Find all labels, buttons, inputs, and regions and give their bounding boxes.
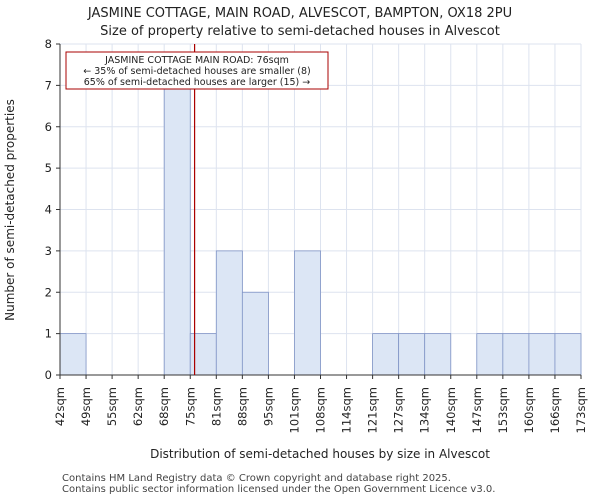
plot-area: 0 1 2 3 4 5 6 7 8 42sqm 49sqm 55sqm 62sqm 68sqm 75sqm 8… [45, 37, 588, 433]
footer-attribution: Contains HM Land Registry data © Crown c… [62, 473, 495, 495]
x-tick-label: 147sqm [470, 387, 484, 433]
x-tick-label: 68sqm [157, 387, 171, 426]
chart-subtitle: Size of property relative to semi-detach… [100, 24, 500, 39]
x-tick-label: 153sqm [496, 387, 510, 433]
x-tick-label: 134sqm [418, 387, 432, 433]
histogram-bar [424, 333, 452, 376]
x-tick-label: 114sqm [340, 387, 354, 433]
x-tick-label: 121sqm [366, 387, 380, 433]
y-tick-label: 4 [45, 203, 52, 217]
histogram-bar [163, 84, 191, 376]
x-tick-label: 140sqm [444, 387, 458, 433]
histogram-bar [294, 250, 321, 376]
x-tick-label: 166sqm [548, 387, 562, 433]
y-tick-label: 7 [45, 78, 52, 92]
histogram-bar [215, 250, 243, 376]
annotation-box [65, 51, 329, 90]
histogram-bar [476, 333, 504, 376]
histogram-bar [372, 333, 400, 376]
x-tick-label: 101sqm [287, 387, 301, 433]
chart-title: JASMINE COTTAGE, MAIN ROAD, ALVESCOT, BA… [87, 6, 512, 21]
y-tick-label: 2 [45, 285, 52, 299]
histogram-bar [502, 333, 530, 376]
y-tick-label: 8 [45, 37, 52, 51]
y-tick-label: 3 [45, 244, 52, 258]
x-tick-label: 42sqm [53, 387, 67, 426]
y-tick-label: 5 [45, 161, 52, 175]
y-tick-label: 0 [45, 368, 52, 382]
x-tick-label: 75sqm [183, 387, 197, 426]
histogram-bar [554, 333, 582, 376]
annotation-line: JASMINE COTTAGE MAIN ROAD: 76sqm [104, 55, 289, 66]
x-tick-label: 127sqm [392, 387, 406, 433]
y-tick-label: 1 [45, 327, 52, 341]
annotation-line: ← 35% of semi-detached houses are smalle… [83, 66, 311, 77]
x-tick-label: 49sqm [79, 387, 93, 426]
x-tick-label: 88sqm [235, 387, 249, 426]
x-axis-label: Distribution of semi-detached houses by … [150, 447, 490, 461]
x-tick-label: 81sqm [209, 387, 223, 426]
footer-line-1: Contains HM Land Registry data © Crown c… [62, 473, 451, 484]
x-tick-label: 160sqm [522, 387, 536, 433]
y-axis-label: Number of semi-detached properties [3, 99, 17, 321]
x-tick-label: 62sqm [131, 387, 145, 426]
x-tick-label: 55sqm [105, 387, 119, 426]
x-tick-label: 108sqm [314, 387, 328, 433]
x-tick-label: 173sqm [574, 387, 588, 433]
annotation-line: 65% of semi-detached houses are larger (… [84, 77, 311, 88]
histogram-bar [528, 333, 556, 376]
y-tick-label: 6 [45, 120, 52, 134]
histogram-bar [59, 333, 87, 376]
histogram-chart: JASMINE COTTAGE, MAIN ROAD, ALVESCOT, BA… [3, 6, 588, 461]
histogram-bar [241, 291, 269, 376]
footer-line-2: Contains public sector information licen… [62, 484, 496, 495]
histogram-bar [398, 333, 426, 376]
x-tick-label: 95sqm [261, 387, 275, 426]
